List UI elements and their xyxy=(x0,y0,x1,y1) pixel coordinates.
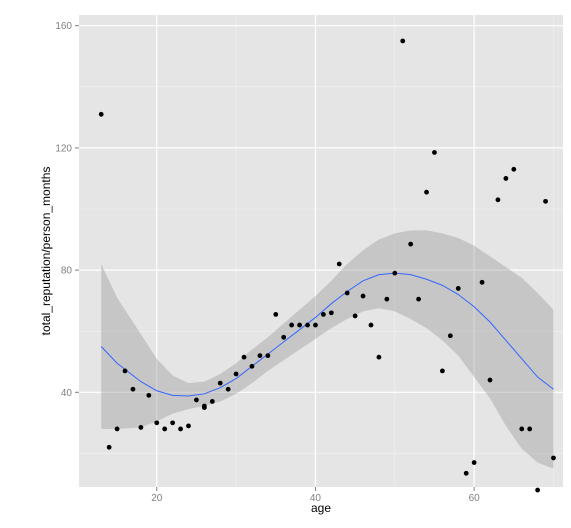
x-axis-title: age xyxy=(311,501,331,515)
data-point xyxy=(249,363,255,369)
data-point xyxy=(479,279,485,285)
y-tick-label: 40 xyxy=(61,388,73,399)
data-point xyxy=(344,290,350,296)
data-point xyxy=(289,322,295,328)
data-point xyxy=(320,311,326,317)
data-point xyxy=(463,470,469,476)
data-point xyxy=(257,353,263,359)
data-point xyxy=(551,455,556,461)
data-point xyxy=(154,420,160,426)
data-point xyxy=(400,38,406,44)
data-point xyxy=(209,399,215,404)
data-point xyxy=(392,270,398,276)
data-point xyxy=(511,166,517,172)
major-gridlines xyxy=(79,15,563,487)
data-point xyxy=(106,444,112,450)
data-point xyxy=(471,460,477,465)
data-point xyxy=(114,426,120,432)
data-point xyxy=(233,371,239,377)
data-point xyxy=(265,353,271,359)
data-point xyxy=(527,426,533,432)
data-point xyxy=(487,377,493,383)
plot-panel xyxy=(79,15,563,487)
data-point xyxy=(447,333,453,339)
x-tick-label: 20 xyxy=(151,493,163,504)
data-point xyxy=(122,368,128,374)
data-point xyxy=(178,426,183,432)
data-point xyxy=(519,426,525,432)
data-point xyxy=(543,198,548,204)
data-point xyxy=(439,368,445,374)
data-point xyxy=(432,150,437,155)
data-points xyxy=(98,38,556,493)
y-tick-label: 160 xyxy=(55,21,72,32)
data-point xyxy=(408,241,414,247)
data-point xyxy=(416,296,421,302)
data-point xyxy=(503,176,509,181)
data-point xyxy=(130,386,136,392)
minor-gridlines xyxy=(79,15,563,487)
x-tick-label: 60 xyxy=(469,493,481,504)
x-axis-ticks: 20 40 60 xyxy=(151,487,480,504)
x-tick-label: 40 xyxy=(310,493,322,504)
data-point xyxy=(194,397,199,403)
y-tick-label: 80 xyxy=(61,266,73,277)
confidence-band xyxy=(101,230,554,469)
data-point xyxy=(313,322,318,328)
data-point xyxy=(241,354,247,360)
data-point xyxy=(98,111,104,117)
data-point xyxy=(424,189,429,195)
data-point xyxy=(281,334,287,340)
smooth-line xyxy=(100,272,554,397)
data-point xyxy=(376,354,382,360)
data-point xyxy=(368,322,374,328)
y-axis-title: total_reputation/person_months xyxy=(39,167,53,336)
data-point xyxy=(384,296,390,302)
data-point xyxy=(360,293,366,299)
data-point xyxy=(328,310,334,316)
data-point xyxy=(297,322,302,328)
data-point xyxy=(217,380,223,386)
data-point xyxy=(495,197,501,203)
y-axis-ticks: 40 80 120 160 xyxy=(55,21,79,399)
data-point xyxy=(273,311,279,317)
data-point xyxy=(138,425,144,430)
data-point xyxy=(305,322,310,328)
data-point xyxy=(225,386,231,392)
data-point xyxy=(336,261,342,267)
data-point xyxy=(535,487,541,493)
data-point xyxy=(186,423,191,429)
data-point xyxy=(201,405,207,410)
data-point xyxy=(162,426,168,432)
y-tick-label: 120 xyxy=(55,143,72,154)
data-point xyxy=(170,420,176,426)
data-point xyxy=(146,392,152,398)
data-point xyxy=(455,286,461,291)
data-point xyxy=(352,313,358,319)
